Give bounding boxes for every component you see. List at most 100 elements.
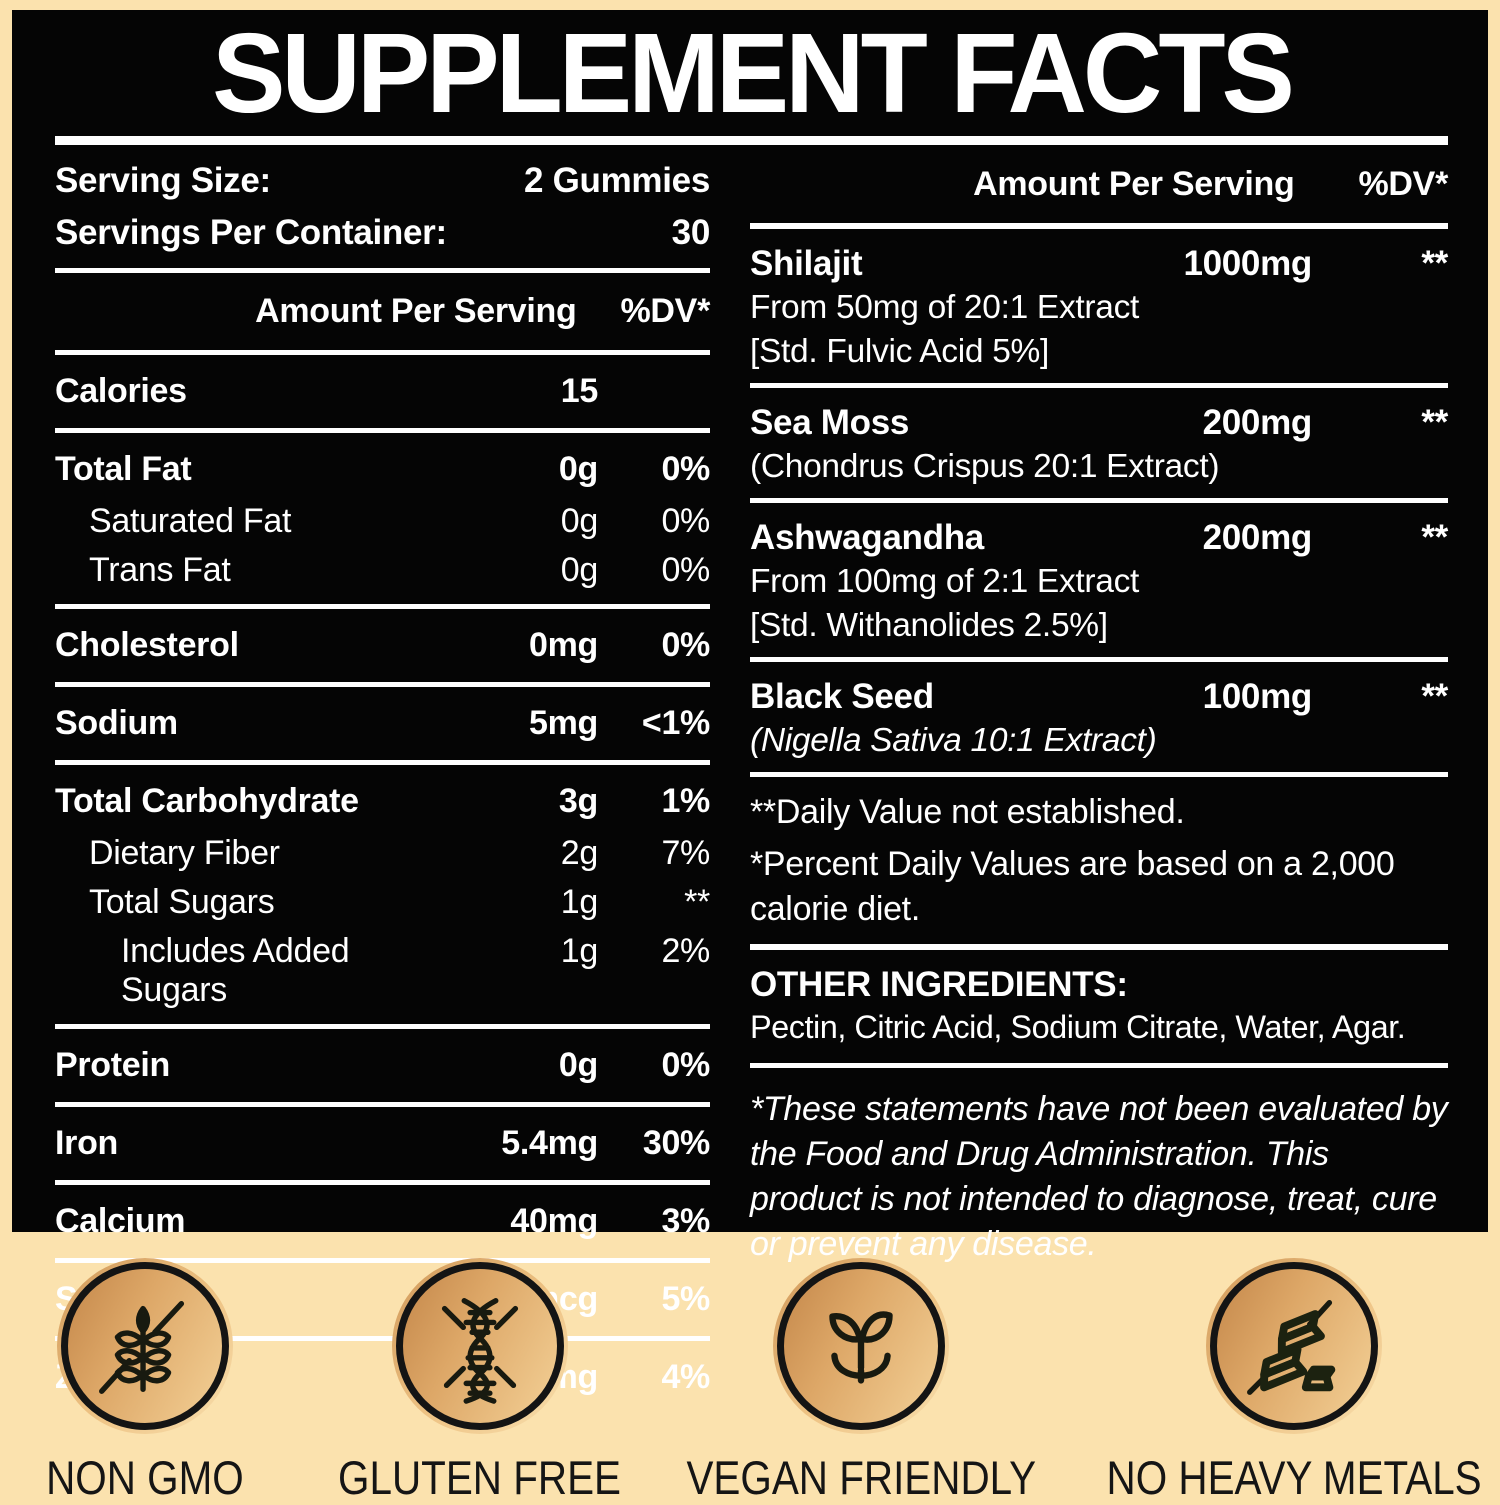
- badge-label: NON GMO: [46, 1451, 244, 1504]
- nutrient-amount: 0g: [558, 450, 598, 489]
- badge-ring: [391, 1258, 568, 1434]
- nutrient-amount: 40mg: [510, 1202, 598, 1241]
- separator: [55, 428, 710, 434]
- dv-header: %DV*: [1358, 165, 1449, 204]
- other-ingredients-label: OTHER INGREDIENTS:: [750, 964, 1128, 1004]
- table-row-calcium: Calcium 40mg 3%: [55, 1194, 710, 1249]
- no-gmo-wheat-icon: [99, 1301, 185, 1394]
- table-row-cholesterol: Cholesterol 0mg 0%: [55, 618, 710, 673]
- ingredient-block-ashwagandha: Ashwagandha 200mg ** From 100mg of 2:1 E…: [750, 512, 1448, 648]
- supplement-facts-panel: SUPPLEMENT FACTS Serving Size: 2 Gummies…: [12, 10, 1488, 1396]
- separator: [750, 223, 1448, 230]
- separator: [55, 682, 710, 688]
- actives-header-row: Amount Per Serving %DV*: [750, 155, 1448, 214]
- table-row-saturated-fat: Saturated Fat 0g 0%: [55, 497, 710, 546]
- ingredient-row: Black Seed 100mg **: [750, 671, 1448, 719]
- serving-size-value: 2 Gummies: [524, 161, 710, 201]
- separator: [750, 383, 1448, 389]
- nutrient-amount: 0g: [560, 551, 599, 590]
- nutrient-name: Total Carbohydrate: [55, 782, 359, 821]
- separator: [55, 1024, 710, 1030]
- nutrient-amount: 3g: [558, 782, 598, 821]
- ingredient-detail: From 50mg of 20:1 Extract: [750, 289, 1140, 327]
- serving-size-row: Serving Size: 2 Gummies: [55, 155, 710, 207]
- footnote-dv-not-established: **Daily Value not established.: [750, 793, 1185, 832]
- ingredient-block-black-seed: Black Seed 100mg ** (Nigella Sativa 10:1…: [750, 671, 1448, 763]
- ingredient-amount: 200mg: [1202, 518, 1313, 558]
- nutrient-name: Saturated Fat: [89, 502, 292, 541]
- badge-gluten-free: GLUTEN FREE: [324, 1258, 635, 1505]
- separator: [55, 1258, 710, 1264]
- gluten-free-dna-icon: [441, 1298, 518, 1404]
- dv-header: %DV*: [620, 292, 711, 331]
- page-title: SUPPLEMENT FACTS: [212, 10, 1295, 137]
- nutrient-name: Total Sugars: [89, 883, 275, 922]
- nutrient-dv: 4%: [661, 1358, 710, 1397]
- nutrition-header-row: Amount Per Serving %DV*: [55, 282, 710, 341]
- amount-per-serving-header: Amount Per Serving: [973, 165, 1295, 204]
- ingredient-amount: 100mg: [1202, 677, 1313, 717]
- separator: [750, 772, 1448, 778]
- badge-ring: [57, 1258, 233, 1434]
- nutrient-amount: 1g: [560, 883, 599, 922]
- badge-vegan-friendly: VEGAN FRIENDLY: [669, 1258, 1053, 1505]
- other-ingredients-text: Pectin, Citric Acid, Sodium Citrate, Wat…: [750, 1008, 1406, 1045]
- nutrient-name: Total Fat: [55, 450, 192, 489]
- badge-ring: [773, 1258, 950, 1434]
- ingredient-detail: [Std. Withanolides 2.5%]: [750, 607, 1108, 645]
- nutrient-dv: 0%: [661, 450, 710, 489]
- nutrient-name: Iron: [55, 1124, 119, 1163]
- badge-row: NON GMO: [0, 1258, 1500, 1505]
- separator: [55, 268, 710, 274]
- ingredient-detail: (Nigella Sativa 10:1 Extract): [750, 722, 1157, 760]
- actives-column: Amount Per Serving %DV* Shilajit 1000mg …: [750, 155, 1448, 1405]
- ingredient-name: Black Seed: [750, 677, 934, 717]
- nutrient-dv: <1%: [641, 704, 710, 743]
- nutrient-name: Includes Added Sugars: [121, 932, 350, 1010]
- nutrient-dv: 7%: [661, 834, 710, 873]
- ingredient-detail: (Chondrus Crispus 20:1 Extract): [750, 448, 1220, 486]
- badge-non-gmo: NON GMO: [0, 1258, 290, 1505]
- table-row-sodium: Sodium 5mg <1%: [55, 696, 710, 751]
- badge-label: NO HEAVY METALS: [1106, 1451, 1482, 1504]
- separator: [55, 350, 710, 356]
- table-row-dietary-fiber: Dietary Fiber 2g 7%: [55, 829, 710, 878]
- ingredient-dv: **: [1421, 677, 1448, 717]
- badge-label: VEGAN FRIENDLY: [686, 1451, 1037, 1504]
- nutrient-amount: 0mg: [528, 626, 598, 665]
- nutrient-amount: 2g: [560, 834, 599, 873]
- nutrition-column: Serving Size: 2 Gummies Servings Per Con…: [55, 155, 710, 1405]
- nutrient-dv: 3%: [661, 1202, 710, 1241]
- separator: [750, 498, 1448, 504]
- nutrient-dv: **: [684, 883, 710, 922]
- separator: [750, 1062, 1448, 1068]
- ingredient-name: Sea Moss: [750, 403, 910, 443]
- nutrient-name: Trans Fat: [89, 551, 231, 590]
- separator: [55, 1180, 710, 1186]
- ingredient-row: Ashwagandha 200mg **: [750, 512, 1448, 560]
- separator: [750, 943, 1448, 950]
- nutrient-name: Cholesterol: [55, 626, 239, 665]
- badge-label: GLUTEN FREE: [338, 1451, 622, 1504]
- table-row-trans-fat: Trans Fat 0g 0%: [55, 546, 710, 595]
- nutrient-dv: 5%: [661, 1280, 710, 1319]
- separator: [55, 604, 710, 610]
- nutrient-amount: 0g: [560, 502, 599, 541]
- nutrient-name: Dietary Fiber: [89, 834, 280, 873]
- nutrient-name: Calories: [55, 372, 187, 411]
- facts-columns: Serving Size: 2 Gummies Servings Per Con…: [55, 155, 1448, 1405]
- separator: [55, 760, 710, 766]
- badge-disc: [777, 1262, 946, 1430]
- badge-disc: [395, 1262, 564, 1430]
- nutrient-dv: 0%: [661, 502, 710, 541]
- badge-disc: [61, 1262, 229, 1430]
- ingredient-amount: 200mg: [1202, 403, 1313, 443]
- nutrient-amount: 1g: [560, 932, 599, 971]
- separator: [55, 1102, 710, 1108]
- ingredient-row: Shilajit 1000mg **: [750, 238, 1448, 286]
- nutrient-dv: 1%: [661, 782, 710, 821]
- nutrient-dv: 2%: [661, 932, 710, 971]
- amount-per-serving-header: Amount Per Serving: [255, 292, 577, 331]
- badge-ring: [1205, 1258, 1382, 1434]
- footnote-percent-dv: *Percent Daily Values are based on a 2,0…: [750, 845, 1395, 928]
